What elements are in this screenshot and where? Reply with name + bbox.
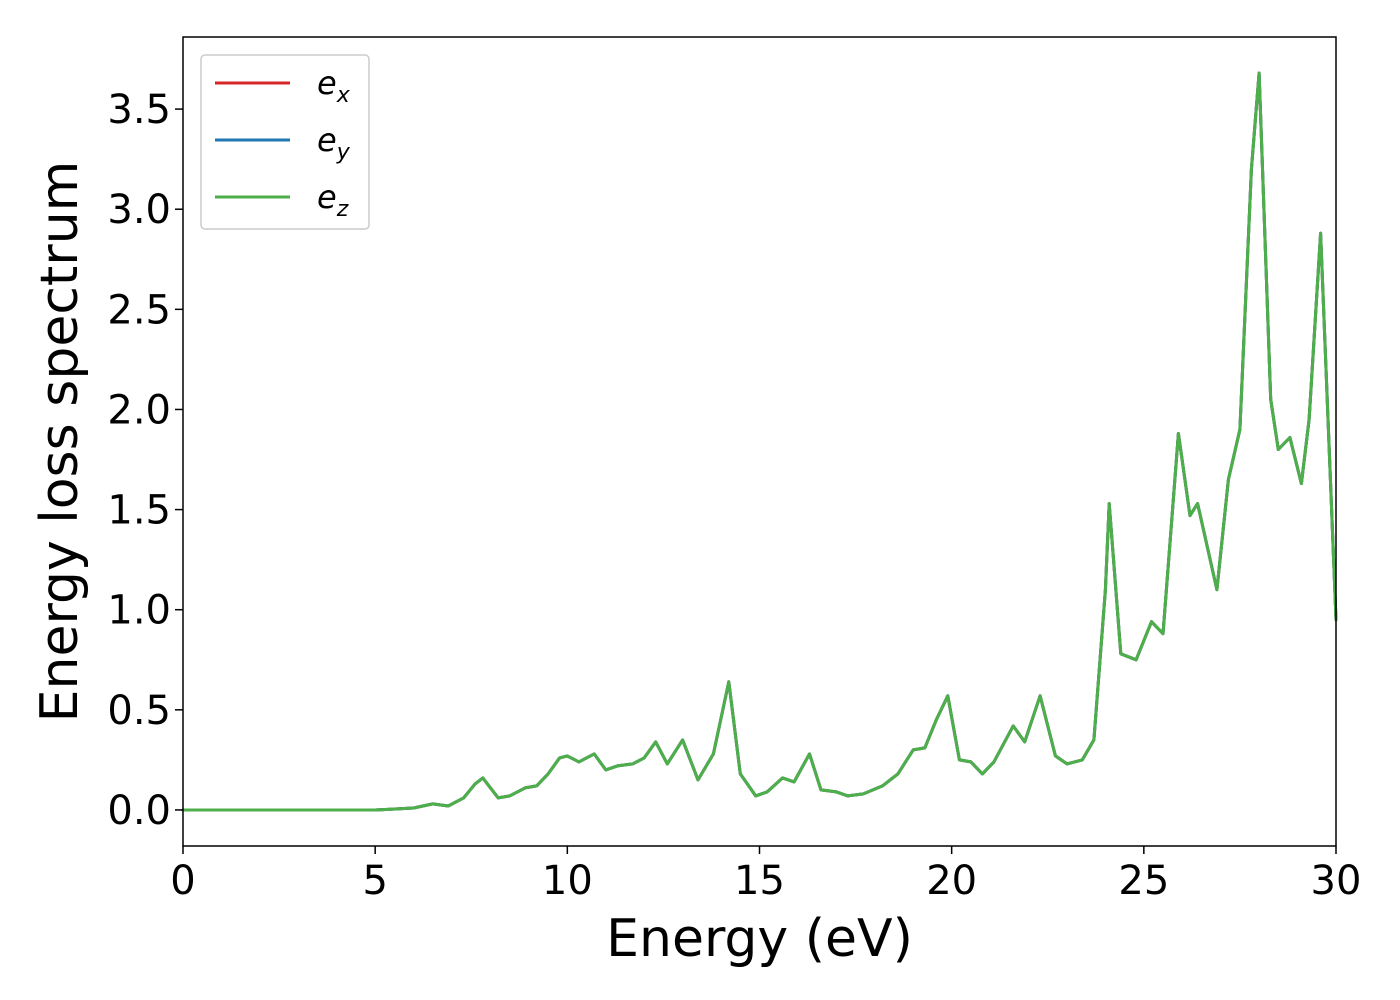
x-tick-label: 10 (542, 858, 593, 904)
y-tick-label: 0.0 (107, 788, 171, 834)
y-tick-label: 0.5 (107, 688, 171, 734)
y-tick-label: 3.5 (107, 87, 171, 133)
series-layer (181, 71, 1338, 812)
x-axis-label: Energy (eV) (606, 909, 913, 969)
x-tick-label: 25 (1118, 858, 1169, 904)
legend-label-z: ez (317, 178, 349, 222)
y-axis: 0.0 0.5 1.0 1.5 2.0 2.5 3.0 3.5 (107, 87, 183, 834)
plot-background (183, 37, 1336, 846)
x-tick-label: 5 (362, 858, 387, 904)
series-line-e-z (181, 71, 1338, 812)
x-axis: 0 5 10 15 20 25 30 (170, 846, 1361, 904)
y-tick-label: 3.0 (107, 187, 171, 233)
x-tick-label: 15 (734, 858, 785, 904)
legend-label-x: ex (317, 64, 351, 108)
x-tick-label: 30 (1311, 858, 1362, 904)
y-tick-label: 1.0 (107, 588, 171, 634)
x-tick-label: 0 (170, 858, 195, 904)
y-tick-label: 2.5 (107, 287, 171, 333)
legend: ex ey ez (200, 54, 370, 230)
legend-label-y: ey (317, 121, 351, 165)
y-tick-label: 2.0 (107, 387, 171, 433)
legend-box (200, 54, 370, 230)
y-axis-label: Energy loss spectrum (30, 161, 90, 723)
y-tick-label: 1.5 (107, 488, 171, 534)
x-tick-label: 20 (926, 858, 977, 904)
